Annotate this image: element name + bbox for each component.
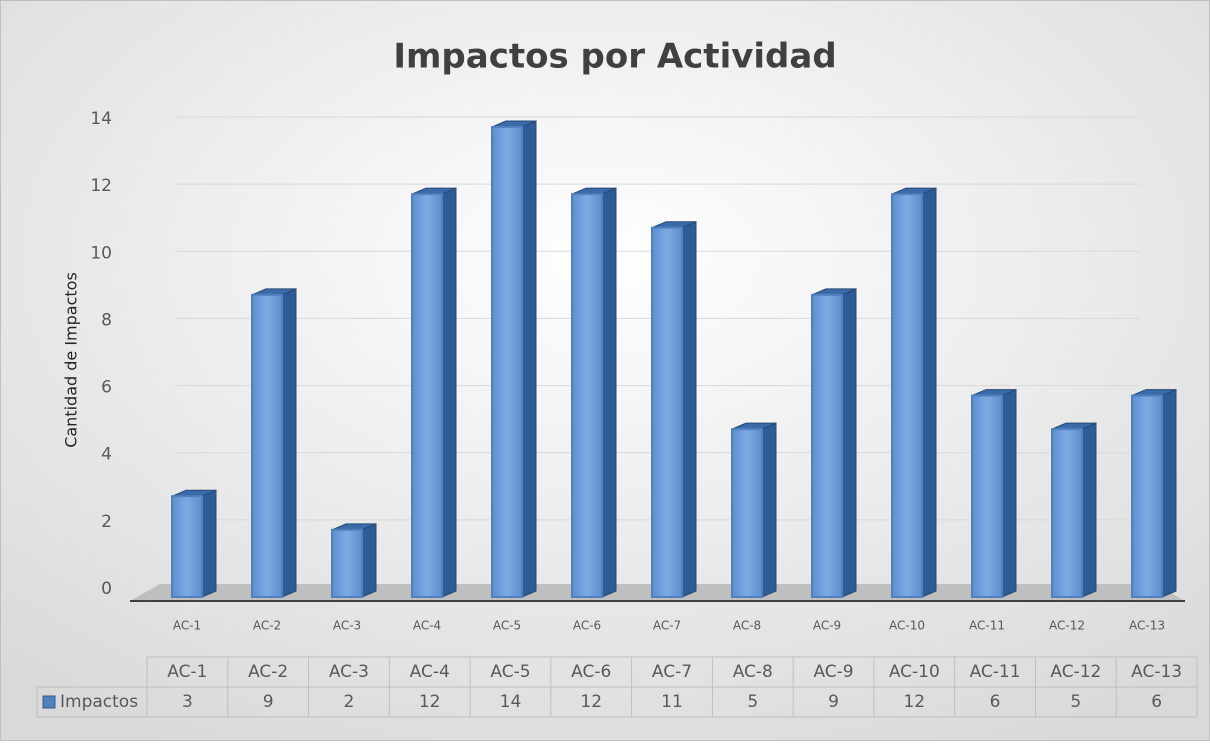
table-value: 12 [903,692,925,712]
legend-swatch [42,695,56,709]
table-header: AC-3 [329,662,369,682]
bar-side [361,523,377,598]
table-value: 3 [182,692,193,712]
bar-side [681,220,697,598]
bar [331,528,363,598]
x-tick-label: AC-10 [889,619,925,633]
bar [571,193,603,598]
table-header: AC-5 [490,662,530,682]
table-value: 5 [747,692,758,712]
bar [251,293,283,598]
legend-label: Impactos [60,692,138,712]
x-tick-label: AC-7 [653,619,681,633]
table-value: 14 [500,692,522,712]
y-tick-label: 10 [90,243,112,263]
y-tick-label: 2 [101,512,112,532]
table-header: AC-11 [970,662,1021,682]
y-tick-label: 12 [90,176,112,196]
y-axis-label: Cantidad de Impactos [62,272,81,448]
table-header: AC-13 [1131,662,1182,682]
x-tick-label: AC-1 [173,619,201,633]
x-tick-label: AC-8 [733,619,761,633]
table-value: 5 [1070,692,1081,712]
bar-side [521,120,537,598]
bar-side [921,187,937,598]
y-tick-label: 0 [101,579,112,599]
bar-side [201,489,217,598]
bar [811,293,843,598]
table-value: 12 [580,692,602,712]
x-tick-label: AC-12 [1049,619,1085,633]
bar [1051,428,1083,598]
table-header: AC-8 [733,662,773,682]
y-tick-label: 8 [101,310,112,330]
x-tick-label: AC-13 [1129,619,1165,633]
bar-side [441,187,457,598]
y-tick-label: 14 [90,109,112,129]
x-tick-label: AC-4 [413,619,441,633]
table-value: 12 [419,692,441,712]
table-value: 11 [661,692,683,712]
chart-title: Impactos por Actividad [393,37,836,77]
bar-side [281,288,297,598]
bar-side [1161,388,1177,598]
x-tick-label: AC-11 [969,619,1005,633]
x-tick-label: AC-9 [813,619,841,633]
x-tick-label: AC-5 [493,619,521,633]
table-header: AC-9 [813,662,853,682]
x-tick-label: AC-2 [253,619,281,633]
table-value: 6 [1151,692,1162,712]
table-value: 6 [990,692,1001,712]
table-header: AC-1 [167,662,207,682]
bar [171,495,203,598]
bar [651,226,683,598]
table-header: AC-4 [410,662,450,682]
table-header: AC-12 [1050,662,1101,682]
table-header: AC-2 [248,662,288,682]
table-header: AC-7 [652,662,692,682]
table-value: 9 [263,692,274,712]
bar [411,193,443,598]
bar [971,394,1003,599]
bar [891,193,923,598]
bar-side [761,422,777,598]
y-tick-label: 4 [101,445,112,465]
bar [491,126,523,598]
bar [1131,394,1163,599]
bar [731,428,763,598]
bar-side [841,288,857,598]
table-header: AC-6 [571,662,611,682]
x-tick-label: AC-3 [333,619,361,633]
y-tick-label: 6 [101,378,112,398]
bar-side [1001,388,1017,598]
bar-side [1081,422,1097,598]
table-value: 9 [828,692,839,712]
x-tick-label: AC-6 [573,619,601,633]
table-value: 2 [344,692,355,712]
bar-side [601,187,617,598]
table-header: AC-10 [889,662,940,682]
